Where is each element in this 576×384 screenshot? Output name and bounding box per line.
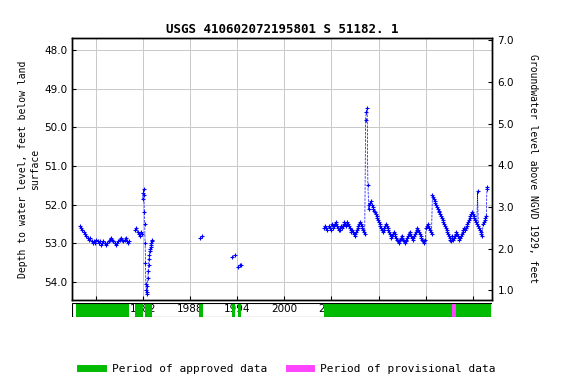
Bar (452, 303, 456, 317)
Bar (135, 303, 143, 317)
Bar (324, 303, 452, 317)
Legend: Period of approved data, Period of provisional data: Period of approved data, Period of provi… (76, 359, 500, 379)
Y-axis label: Groundwater level above NGVD 1929, feet: Groundwater level above NGVD 1929, feet (528, 55, 538, 283)
Bar (232, 303, 236, 317)
Bar (76, 303, 130, 317)
Title: USGS 410602072195801 S 51182. 1: USGS 410602072195801 S 51182. 1 (166, 23, 399, 36)
Y-axis label: Depth to water level, feet below land
surface: Depth to water level, feet below land su… (18, 60, 40, 278)
Bar (238, 303, 241, 317)
Bar (199, 303, 203, 317)
Bar (456, 303, 491, 317)
Bar (145, 303, 152, 317)
